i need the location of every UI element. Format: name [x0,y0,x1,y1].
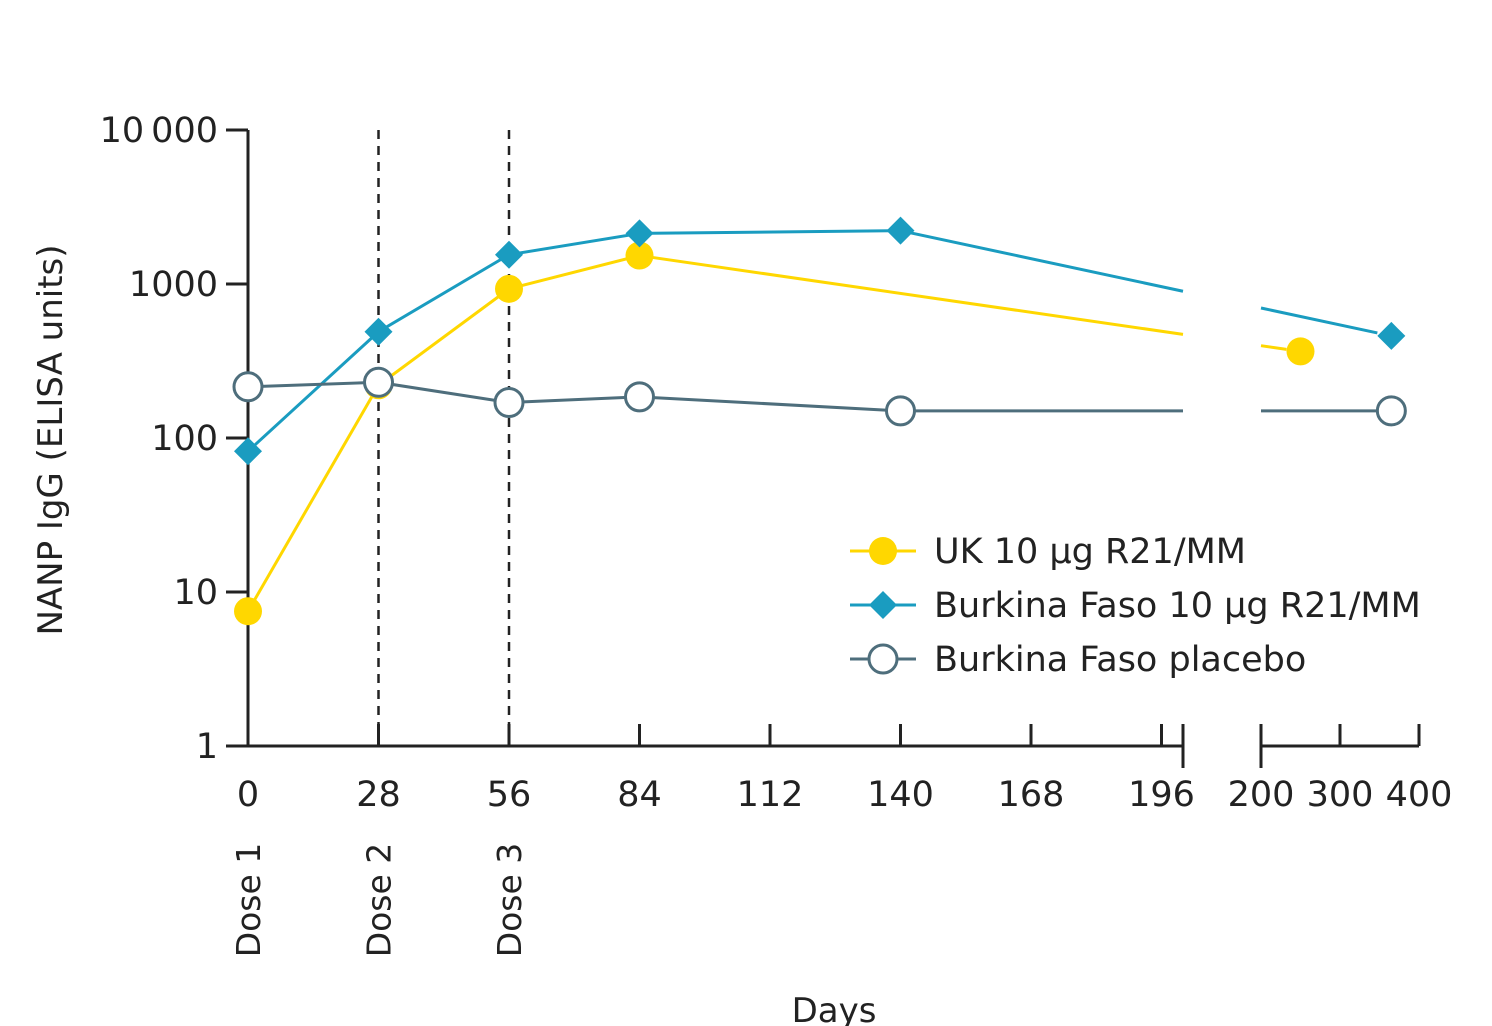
x-tick-label: 300 [1307,775,1374,815]
y-tick-label: 100 [151,419,218,459]
data-point [1377,321,1406,350]
series-segment [1260,344,1287,351]
data-point [625,219,654,248]
series-segment [377,287,510,387]
data-point [495,240,523,269]
x-tick-label: 140 [867,775,934,815]
legend-label: UK 10 μg R21/MM [934,532,1246,572]
series-segment [508,231,640,257]
dose-label: Dose 2 [360,843,399,958]
x-tick-label: 112 [737,775,804,815]
series [232,366,1407,427]
series-segment [1260,306,1378,335]
x-tick-label: 200 [1228,775,1295,815]
legend-item: UK 10 μg R21/MM [850,532,1246,572]
series-segment [508,395,640,405]
series-segment [247,380,379,389]
legend-label: Burkina Faso 10 μg R21/MM [934,586,1421,626]
data-point [869,537,897,565]
series [234,216,1406,466]
series-segment [377,253,510,334]
legend-item: Burkina Faso placebo [850,640,1306,680]
data-point [232,371,264,403]
x-tick-label: 56 [487,775,532,815]
data-point [867,643,899,675]
data-point [885,395,916,427]
y-tick-label: 10 [173,573,218,613]
data-point [495,274,523,303]
x-axis-title: Days [792,991,877,1026]
series-segment [900,229,1184,293]
series-segment [639,254,1184,336]
x-tick-label: 168 [998,775,1065,815]
data-point [869,591,897,619]
y-tick-label: 10 000 [100,111,218,151]
axes: 1 10 100 1000 10 000 0 28 56 84 112 140 168 196 200 30… [100,111,1453,957]
dose-label: Dose 3 [490,843,529,958]
data-point [363,366,394,398]
x-tick-label: 0 [237,775,259,815]
x-tick-label: 28 [356,775,401,815]
legend-label: Burkina Faso placebo [934,640,1306,680]
data-point [886,216,915,245]
x-tick-label: 400 [1386,775,1453,815]
data-point [234,597,262,626]
series-segment [639,395,901,413]
data-point [1286,337,1315,366]
dose-label: Dose 1 [229,843,268,958]
series-segment [639,229,901,235]
series-segment [508,254,640,291]
y-tick-label: 1000 [129,265,218,305]
x-tick-label: 84 [617,775,662,815]
data-point [624,381,655,413]
series-segment [246,330,380,453]
data-point [493,387,525,419]
series-group [232,216,1407,626]
data-point [234,437,262,466]
data-point [625,241,654,270]
plot-area [377,130,511,746]
legend: UK 10 μg R21/MM Burkina Faso 10 μg R21/MM… [850,532,1421,680]
y-axis-title: NANP IgG (ELISA units) [31,244,71,635]
y-tick-label: 1 [196,727,218,767]
data-point [364,317,393,346]
series-segment [246,384,380,612]
legend-item: Burkina Faso 10 μg R21/MM [850,586,1421,626]
x-tick-label: 196 [1128,775,1195,815]
data-point [1375,395,1407,427]
series-segment [378,380,510,404]
